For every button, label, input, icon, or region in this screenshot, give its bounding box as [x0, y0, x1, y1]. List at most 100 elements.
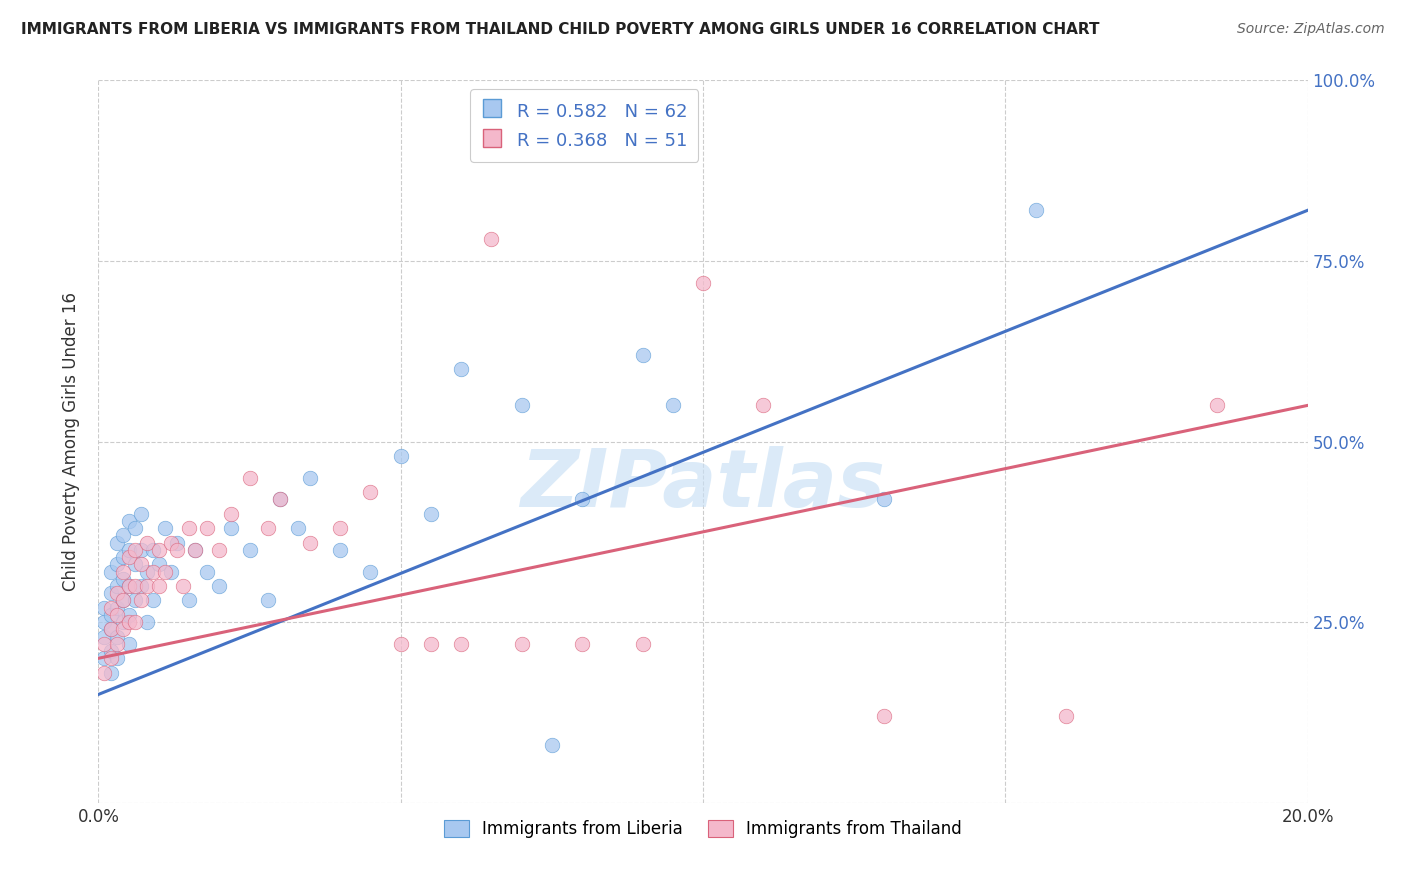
Y-axis label: Child Poverty Among Girls Under 16: Child Poverty Among Girls Under 16	[62, 292, 80, 591]
Point	[129, 542, 152, 557]
Point	[1054, 709, 1077, 723]
Point	[571, 637, 593, 651]
Point	[450, 362, 472, 376]
Point	[105, 651, 128, 665]
Point	[118, 550, 141, 565]
Point	[135, 579, 157, 593]
Point	[160, 535, 183, 549]
Point	[166, 535, 188, 549]
Point	[239, 542, 262, 557]
Point	[118, 579, 141, 593]
Point	[135, 535, 157, 549]
Point	[124, 593, 146, 607]
Point	[172, 579, 194, 593]
Point	[540, 738, 562, 752]
Point	[221, 507, 243, 521]
Point	[153, 521, 176, 535]
Point	[105, 630, 128, 644]
Point	[389, 449, 412, 463]
Point	[142, 542, 165, 557]
Point	[269, 492, 291, 507]
Point	[752, 398, 775, 412]
Point	[105, 600, 128, 615]
Point	[179, 593, 201, 607]
Point	[111, 615, 134, 630]
Point	[389, 637, 412, 651]
Text: Source: ZipAtlas.com: Source: ZipAtlas.com	[1237, 22, 1385, 37]
Point	[1024, 203, 1046, 218]
Point	[93, 651, 115, 665]
Point	[124, 615, 146, 630]
Point	[571, 492, 593, 507]
Point	[256, 593, 278, 607]
Point	[105, 535, 128, 549]
Point	[100, 607, 122, 622]
Point	[129, 558, 152, 572]
Point	[184, 542, 207, 557]
Point	[692, 276, 714, 290]
Point	[111, 593, 134, 607]
Point	[148, 558, 170, 572]
Point	[873, 709, 896, 723]
Point	[184, 542, 207, 557]
Text: ZIPatlas: ZIPatlas	[520, 446, 886, 524]
Point	[129, 579, 152, 593]
Point	[135, 565, 157, 579]
Point	[105, 607, 128, 622]
Point	[93, 615, 115, 630]
Point	[93, 600, 115, 615]
Point	[142, 565, 165, 579]
Point	[100, 565, 122, 579]
Point	[111, 528, 134, 542]
Point	[195, 565, 218, 579]
Point	[105, 586, 128, 600]
Point	[481, 232, 503, 246]
Point	[142, 593, 165, 607]
Point	[111, 572, 134, 586]
Point	[148, 579, 170, 593]
Point	[148, 542, 170, 557]
Point	[93, 630, 115, 644]
Point	[100, 586, 122, 600]
Point	[118, 607, 141, 622]
Point	[269, 492, 291, 507]
Point	[299, 470, 322, 484]
Point	[135, 615, 157, 630]
Point	[100, 600, 122, 615]
Point	[105, 637, 128, 651]
Point	[129, 507, 152, 521]
Point	[153, 565, 176, 579]
Point	[124, 542, 146, 557]
Point	[450, 637, 472, 651]
Point	[661, 398, 683, 412]
Point	[118, 615, 141, 630]
Point	[160, 565, 183, 579]
Point	[100, 665, 122, 680]
Point	[195, 521, 218, 535]
Point	[100, 644, 122, 658]
Point	[111, 593, 134, 607]
Point	[631, 348, 654, 362]
Point	[179, 521, 201, 535]
Point	[873, 492, 896, 507]
Point	[166, 542, 188, 557]
Point	[100, 623, 122, 637]
Point	[118, 542, 141, 557]
Text: IMMIGRANTS FROM LIBERIA VS IMMIGRANTS FROM THAILAND CHILD POVERTY AMONG GIRLS UN: IMMIGRANTS FROM LIBERIA VS IMMIGRANTS FR…	[21, 22, 1099, 37]
Point	[1206, 398, 1229, 412]
Point	[329, 542, 352, 557]
Point	[129, 593, 152, 607]
Point	[420, 637, 443, 651]
Legend: Immigrants from Liberia, Immigrants from Thailand: Immigrants from Liberia, Immigrants from…	[437, 814, 969, 845]
Point	[287, 521, 309, 535]
Point	[360, 565, 382, 579]
Point	[100, 651, 122, 665]
Point	[510, 637, 533, 651]
Point	[100, 623, 122, 637]
Point	[299, 535, 322, 549]
Point	[93, 637, 115, 651]
Point	[208, 579, 231, 593]
Point	[256, 521, 278, 535]
Point	[118, 514, 141, 528]
Point	[111, 565, 134, 579]
